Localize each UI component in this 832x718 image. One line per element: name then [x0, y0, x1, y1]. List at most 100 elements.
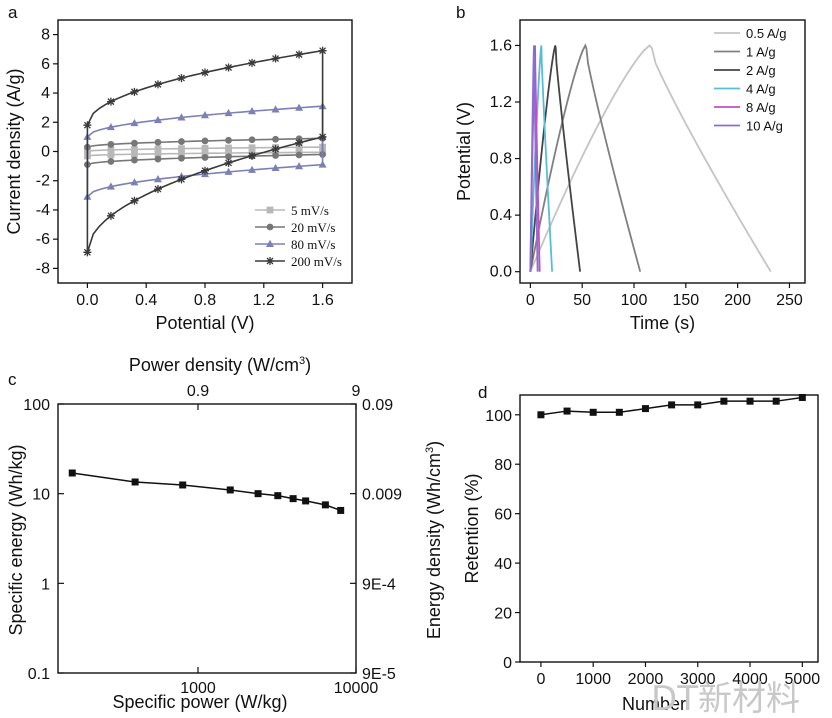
panel-d-x-tick-label: 0	[536, 671, 545, 688]
panel-d-data-point	[746, 397, 754, 405]
panel-a-series-marker	[177, 175, 186, 184]
panel-d-retention: d 0 1000 2000 3000 4000 5000 0 20 40 60 80 100 Number…	[462, 383, 820, 714]
panel-a-series-marker	[201, 68, 209, 77]
panel-a-series-marker	[178, 145, 185, 153]
panel-c-right-y-tick-label: 0.09	[362, 397, 393, 414]
panel-a-series-marker	[295, 151, 303, 159]
panel-a-x-tick-label: 1.6	[311, 292, 333, 309]
panel-c-plot-frame	[57, 403, 357, 674]
panel-c-right-y-tick-label: 0.009	[362, 487, 402, 504]
panel-a-series-marker	[224, 108, 233, 117]
panel-d-y-tick-label: 40	[494, 556, 512, 573]
panel-b-x-axis-label: Time (s)	[630, 313, 695, 333]
panel-a-series-marker	[295, 138, 304, 147]
panel-a-y-tick-label: -2	[36, 173, 50, 190]
panel-b-x-tick-label: 150	[672, 292, 699, 309]
panel-c-right-y-tick-label: 9E-4	[362, 576, 396, 593]
panel-c-top-x-tick-label: 0.9	[187, 383, 209, 400]
panel-a-series-marker	[83, 248, 92, 257]
panel-a-series-marker	[107, 146, 115, 154]
panel-a-y-tick-label: -6	[36, 231, 50, 248]
panel-b-y-tick-label: 0.8	[490, 151, 512, 168]
panel-a-series-marker	[248, 136, 256, 144]
panel-a-series-marker	[131, 150, 138, 158]
panel-a-legend-marker	[266, 239, 274, 247]
panel-a-y-tick-label: 8	[41, 27, 50, 44]
panel-a-series-marker	[318, 132, 327, 141]
panel-b-y-axis-label: Potential (V)	[454, 102, 474, 201]
panel-a-series-marker	[225, 136, 232, 144]
panel-b-x-tick-label: 100	[621, 292, 648, 309]
panel-c-top-x-tick-label: 9	[352, 383, 361, 400]
panel-b-x-tick-label: 250	[776, 292, 803, 309]
panel-d-y-tick-label: 0	[503, 655, 512, 672]
panel-c-y-tick-label: 0.1	[28, 666, 50, 683]
panel-b-series-line	[529, 43, 642, 272]
panel-b-plot-frame	[519, 19, 806, 284]
panel-d-x-tick-label: 2000	[628, 671, 664, 688]
panel-d-data-point	[668, 401, 676, 409]
panel-a-series-marker	[178, 154, 185, 162]
panel-c-data-point	[226, 486, 234, 494]
panel-a-series-marker	[130, 87, 139, 96]
panel-b-series-line	[529, 44, 772, 273]
panel-b-gcd: b 0 50 100 150 200 250 0.0 0.4 0.8 1.2 1.6 Time (s) P…	[454, 3, 806, 333]
panel-a-series-marker	[153, 185, 162, 194]
panel-c-top-x-axis-label: Power density (W/cm3)	[129, 355, 311, 375]
panel-b-legend-label: 4 A/g	[746, 82, 776, 97]
panel-d-data-point	[563, 407, 571, 415]
panel-a-series-marker	[107, 140, 115, 148]
panel-a-series-marker	[248, 151, 257, 160]
panel-d-y-tick-label: 20	[494, 606, 512, 623]
panel-c-right-y-axis-label: Energy density (Wh/cm3)	[424, 441, 444, 639]
panel-a-x-tick-label: 0.8	[194, 292, 216, 309]
panel-c-top-unit-close: )	[305, 355, 311, 375]
panel-a-series-marker	[177, 74, 186, 83]
panel-a-legend-marker	[266, 257, 274, 265]
panel-a-series-marker	[107, 158, 115, 165]
panel-c-ragone: c 1000 10000 0.9 9 0.1 9E-5 1 9E-4 10 0.009 100 0.09…	[6, 355, 444, 712]
panel-c-data-point	[131, 478, 139, 486]
panel-d-data-point	[589, 408, 597, 416]
panel-a-series-marker	[271, 163, 280, 172]
panel-c-data-point	[289, 495, 297, 503]
panel-a-series-marker	[248, 58, 257, 67]
panel-d-y-tick-label: 100	[485, 408, 512, 425]
panel-a-series-marker	[248, 144, 256, 152]
panel-a-series-marker	[225, 153, 232, 161]
panel-a-series-marker	[225, 144, 232, 152]
panel-a-legend-label: 200 mV/s	[291, 254, 342, 269]
panel-a-y-tick-label: 0	[41, 144, 50, 161]
panel-a-series-marker	[107, 151, 115, 159]
panel-a-series-marker	[154, 155, 162, 163]
panel-a-series-marker	[130, 178, 139, 186]
panel-a-series-marker	[272, 152, 279, 159]
panel-c-data-point	[274, 492, 282, 500]
panel-b-series-line	[529, 45, 539, 272]
panel-a-series-marker	[295, 143, 303, 151]
panel-b-x-tick-label: 200	[724, 292, 751, 309]
panel-a-series-marker	[130, 118, 139, 127]
panel-a-series-marker	[154, 138, 162, 146]
panel-a-series-marker	[248, 107, 257, 115]
panel-d-data-point	[537, 411, 545, 419]
panel-d-data-point	[772, 397, 780, 405]
panel-a-series-marker	[201, 154, 209, 161]
panel-c-y-tick-label: 100	[23, 397, 50, 414]
panel-a-series-marker	[248, 165, 257, 173]
panel-b-letter: b	[456, 3, 465, 22]
panel-a-series-marker	[295, 162, 304, 170]
panel-c-top-unit-superscript: 3	[299, 355, 305, 367]
panel-a-series-marker	[201, 110, 209, 119]
panel-a-cv: a 0.0 0.4 0.8 1.2 1.6 -8 -6 -4 -2 0 2 4 6 8 Potential (…	[4, 3, 353, 333]
panel-c-y-tick-label: 10	[32, 487, 50, 504]
panel-d-data-point	[798, 393, 806, 401]
panel-b-y-tick-label: 0.0	[490, 264, 512, 281]
panel-c-right-unit-superscript: 3	[424, 447, 436, 453]
panel-a-y-tick-label: -8	[36, 260, 50, 277]
panel-c-data-point	[302, 497, 310, 505]
panel-b-y-tick-label: 1.2	[490, 94, 512, 111]
panel-b-y-tick-label: 1.6	[490, 37, 512, 54]
watermark-text: DT新材料	[651, 679, 800, 718]
panel-b-series-line	[529, 45, 554, 272]
